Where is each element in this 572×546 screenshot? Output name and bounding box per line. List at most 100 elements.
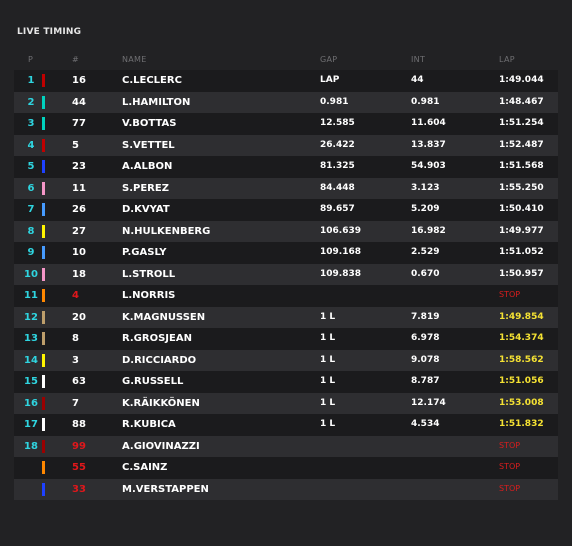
team-color-bar (42, 289, 45, 302)
car-number: 16 (72, 75, 86, 86)
gap-value: 84.448 (320, 182, 355, 193)
gap-value: 1 L (320, 333, 336, 343)
team-color-bar (42, 461, 45, 474)
car-number: 63 (72, 376, 86, 387)
last-lap-time: 1:51.832 (499, 419, 544, 429)
driver-name: G.RUSSELL (122, 376, 184, 387)
last-lap-time: 1:51.254 (499, 118, 544, 128)
table-row[interactable]: 55 C.SAINZ STOP (14, 457, 558, 479)
driver-name: K.RÄIKKÖNEN (122, 397, 200, 409)
table-row[interactable]: 9 10 P.GASLY 109.168 2.529 1:51.052 (14, 242, 558, 264)
position: 1 (27, 75, 35, 86)
table-row[interactable]: 12 20 K.MAGNUSSEN 1 L 7.819 1:49.854 (14, 306, 558, 328)
status-stop: STOP (499, 440, 521, 450)
position: 6 (27, 182, 35, 194)
last-lap-time: 1:49.977 (499, 225, 544, 236)
team-color-bar (42, 224, 45, 238)
car-number: 33 (72, 483, 86, 495)
last-lap-time: 1:52.487 (499, 139, 544, 150)
car-number: 20 (72, 311, 86, 323)
position: 14 (24, 354, 38, 366)
gap-value: 1 L (320, 354, 336, 365)
position: 15 (24, 376, 38, 387)
interval-value: 7.819 (411, 311, 440, 322)
driver-name: L.HAMILTON (122, 96, 191, 108)
team-color-bar (42, 353, 45, 367)
table-row[interactable]: 15 63 G.RUSSELL 1 L 8.787 1:51.056 (14, 371, 558, 393)
team-color-bar (42, 332, 45, 345)
driver-name: S.PEREZ (122, 182, 169, 194)
car-number: 11 (72, 182, 86, 194)
car-number: 26 (72, 204, 86, 215)
car-number: 18 (72, 268, 86, 280)
car-number: 77 (72, 118, 86, 129)
interval-value: 4.534 (411, 419, 440, 429)
team-color-bar (42, 375, 45, 388)
interval-value: 0.981 (411, 96, 440, 107)
table-row[interactable]: 11 4 L.NORRIS STOP (14, 285, 558, 307)
position: 12 (24, 311, 38, 323)
table-row[interactable]: 18 99 A.GIOVINAZZI STOP (14, 435, 558, 457)
position: 11 (24, 290, 38, 301)
table-row[interactable]: 6 11 S.PEREZ 84.448 3.123 1:55.250 (14, 177, 558, 199)
table-row[interactable]: 3 77 V.BOTTAS 12.585 11.604 1:51.254 (14, 113, 558, 135)
gap-value: 1 L (320, 311, 336, 322)
last-lap-time: 1:49.854 (499, 311, 544, 322)
table-row[interactable]: 13 8 R.GROSJEAN 1 L 6.978 1:54.374 (14, 328, 558, 350)
table-row[interactable]: 10 18 L.STROLL 109.838 0.670 1:50.957 (14, 263, 558, 285)
interval-value: 13.837 (411, 139, 446, 150)
team-color-bar (42, 138, 45, 152)
table-row[interactable]: 16 7 K.RÄIKKÖNEN 1 L 12.174 1:53.008 (14, 392, 558, 414)
last-lap-time: 1:50.957 (499, 268, 544, 279)
table-row[interactable]: 2 44 L.HAMILTON 0.981 0.981 1:48.467 (14, 91, 558, 113)
interval-value: 44 (411, 75, 424, 85)
header-pos: P (28, 55, 34, 64)
last-lap-time: 1:51.052 (499, 247, 544, 257)
last-lap-time: 1:48.467 (499, 96, 544, 107)
car-number: 4 (72, 290, 79, 301)
last-lap-time: 1:51.056 (499, 376, 544, 386)
table-row[interactable]: 33 M.VERSTAPPEN STOP (14, 478, 558, 500)
car-number: 5 (72, 139, 79, 151)
car-number: 10 (72, 247, 86, 258)
table-row[interactable]: 17 88 R.KUBICA 1 L 4.534 1:51.832 (14, 414, 558, 436)
gap-value: 81.325 (320, 161, 355, 171)
gap-value: 1 L (320, 397, 336, 408)
driver-name: V.BOTTAS (122, 118, 177, 129)
position: 18 (24, 440, 38, 452)
car-number: 8 (72, 333, 79, 344)
header-int: INT (411, 55, 426, 64)
driver-name: L.NORRIS (122, 290, 176, 301)
table-row[interactable]: 1 16 C.LECLERC LAP 44 1:49.044 (14, 70, 558, 92)
status-stop: STOP (499, 290, 521, 299)
table-row[interactable]: 4 5 S.VETTEL 26.422 13.837 1:52.487 (14, 134, 558, 156)
table-row[interactable]: 14 3 D.RICCIARDO 1 L 9.078 1:58.562 (14, 349, 558, 371)
table-row[interactable]: 8 27 N.HULKENBERG 106.639 16.982 1:49.977 (14, 220, 558, 242)
position: 10 (24, 268, 38, 280)
status-stop: STOP (499, 462, 521, 471)
driver-name: S.VETTEL (122, 139, 175, 151)
driver-name: D.RICCIARDO (122, 354, 197, 366)
team-color-bar (42, 160, 45, 173)
gap-value: 12.585 (320, 118, 355, 128)
interval-value: 6.978 (411, 333, 440, 343)
car-number: 3 (72, 354, 79, 366)
table-row[interactable]: 5 23 A.ALBON 81.325 54.903 1:51.568 (14, 156, 558, 178)
team-color-bar (42, 117, 45, 130)
team-color-bar (42, 181, 45, 195)
interval-value: 2.529 (411, 247, 440, 257)
position: 8 (27, 225, 35, 237)
car-number: 99 (72, 440, 86, 452)
table-row[interactable]: 7 26 D.KVYAT 89.657 5.209 1:50.410 (14, 199, 558, 221)
car-number: 88 (72, 419, 86, 430)
interval-value: 16.982 (411, 225, 446, 236)
last-lap-time: 1:50.410 (499, 204, 544, 214)
team-color-bar (42, 267, 45, 281)
gap-value: 109.168 (320, 247, 361, 257)
driver-name: P.GASLY (122, 247, 167, 258)
gap-value: 0.981 (320, 96, 349, 107)
interval-value: 5.209 (411, 204, 440, 214)
position: 16 (24, 397, 38, 409)
team-color-bar (42, 74, 45, 87)
position: 3 (27, 118, 35, 129)
